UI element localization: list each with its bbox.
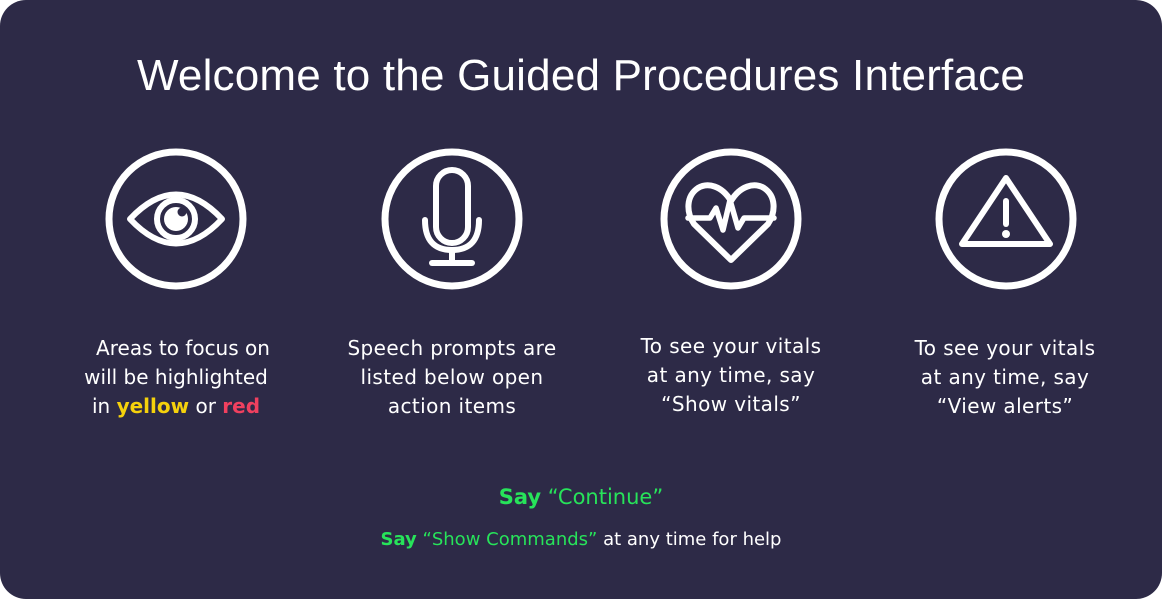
say-label: Say: [498, 485, 542, 509]
caption-line: Speech prompts are: [347, 336, 557, 360]
caption-line: listed below open: [360, 365, 544, 389]
caption-show-vitals: To see your vitals at any time, say “Sho…: [611, 332, 851, 419]
caption-view-alerts: To see your vitals at any time, say “Vie…: [885, 334, 1125, 421]
caption-line: “View alerts”: [936, 394, 1074, 418]
caption-line: at any time, say: [920, 365, 1090, 389]
caption-text: in: [91, 394, 117, 418]
help-suffix-text: at any time for help: [597, 529, 782, 550]
heart-pulse-icon: [660, 148, 802, 290]
say-label: Say: [380, 529, 417, 550]
caption-text: or: [189, 394, 223, 418]
caption-line: will be highlighted: [84, 365, 268, 389]
help-command-prompt[interactable]: Say “Show Commands” at any time for help: [0, 526, 1162, 554]
microphone-icon: [381, 148, 523, 290]
caption-focus-areas: Areas to focus on will be highlighted in…: [56, 334, 296, 421]
continue-command-text: “Continue”: [541, 485, 664, 509]
caption-line: Areas to focus on: [96, 336, 270, 360]
caption-speech-prompts: Speech prompts are listed below open act…: [332, 334, 572, 421]
caption-line: in yellow or red: [56, 392, 296, 421]
caption-line: action items: [387, 394, 517, 418]
caption-line: To see your vitals: [640, 334, 822, 358]
page-title: Welcome to the Guided Procedures Interfa…: [136, 51, 1026, 100]
yellow-highlight-text: yellow: [116, 394, 190, 418]
continue-command-prompt[interactable]: Say “Continue”: [0, 481, 1162, 513]
red-highlight-text: red: [222, 394, 261, 418]
caption-line: at any time, say: [646, 363, 816, 387]
caption-line: To see your vitals: [914, 336, 1096, 360]
caption-line: “Show vitals”: [661, 392, 801, 416]
warning-icon: [935, 148, 1077, 290]
eye-icon: [105, 148, 247, 290]
show-commands-text: “Show Commands”: [416, 529, 598, 550]
